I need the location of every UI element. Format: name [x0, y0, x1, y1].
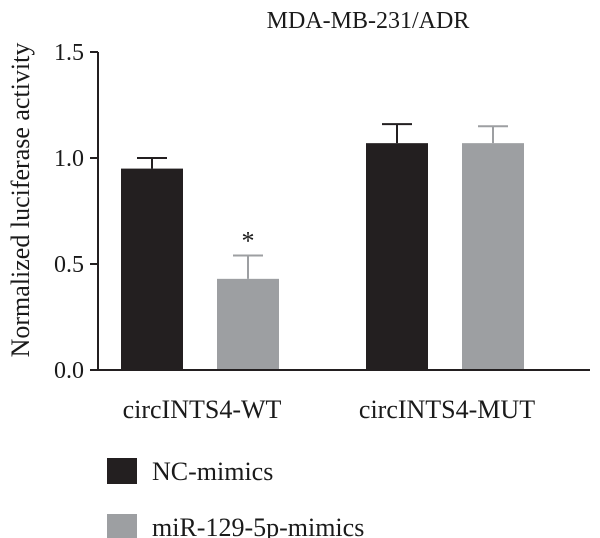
x-tick-label: circINTS4-WT: [123, 395, 282, 424]
legend: NC-mimics miR-129-5p-mimics: [107, 457, 364, 538]
y-axis-label: Normalized luciferase activity: [6, 43, 35, 358]
legend-label: NC-mimics: [152, 457, 273, 486]
bar: [462, 143, 524, 370]
x-tick-label: circINTS4-MUT: [359, 395, 535, 424]
bar: [121, 168, 183, 370]
legend-swatch: [107, 458, 137, 484]
y-tick-label: 1.5: [54, 40, 84, 66]
legend-label: miR-129-5p-mimics: [152, 513, 364, 538]
x-axis: circINTS4-WT circINTS4-MUT: [98, 369, 590, 424]
y-tick-label: 0.5: [54, 252, 84, 278]
bars: *: [121, 123, 524, 370]
chart-title: MDA-MB-231/ADR: [267, 8, 470, 34]
bar: [366, 143, 428, 370]
y-axis: 0.0 0.5 1.0 1.5: [54, 40, 99, 384]
significance-marker: *: [242, 227, 255, 256]
bar: [217, 278, 279, 370]
y-tick-label: 1.0: [54, 146, 84, 172]
legend-swatch: [107, 514, 137, 538]
y-tick-label: 0.0: [54, 358, 84, 384]
